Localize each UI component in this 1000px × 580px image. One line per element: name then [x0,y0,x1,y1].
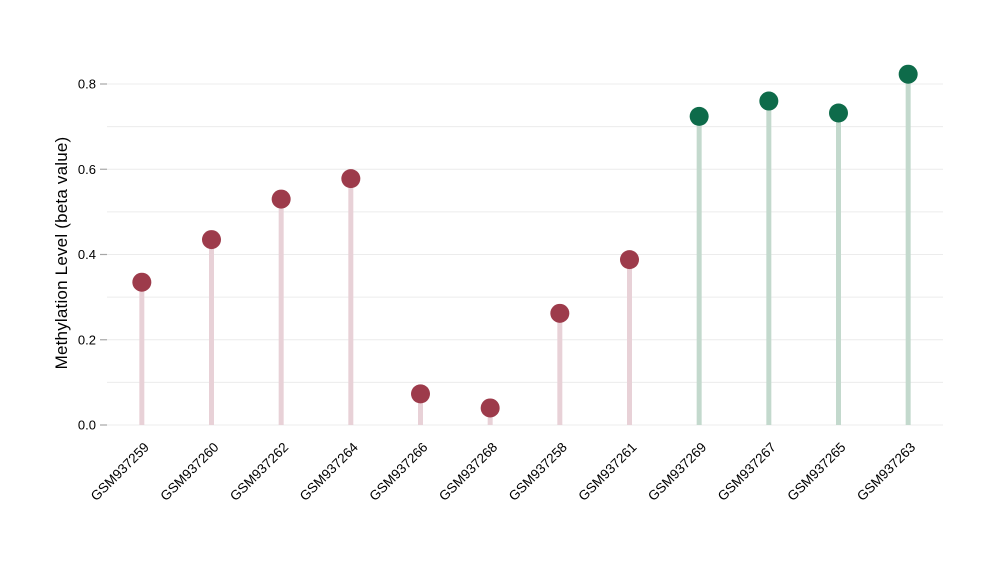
lollipop-marker [689,106,709,126]
lollipop-marker [620,250,639,270]
lollipop-marker [480,398,500,418]
y-tick-label: 0.6 [78,162,96,177]
lollipop-marker [202,230,221,250]
lollipop-marker [341,169,361,189]
lollipop-marker [829,103,848,123]
lollipop-marker [759,91,779,111]
lollipop-marker [550,303,570,323]
y-axis-title: Methylation Level (beta value) [52,136,71,370]
y-tick-label: 0.4 [78,247,96,262]
lollipop-marker [898,64,918,84]
lollipop-marker [132,272,152,292]
lollipop-marker [271,189,291,209]
y-tick-label: 0.0 [78,418,96,433]
y-tick-label: 0.8 [78,77,96,92]
y-tick-label: 0.2 [78,332,96,347]
lollipop-marker [411,384,430,404]
